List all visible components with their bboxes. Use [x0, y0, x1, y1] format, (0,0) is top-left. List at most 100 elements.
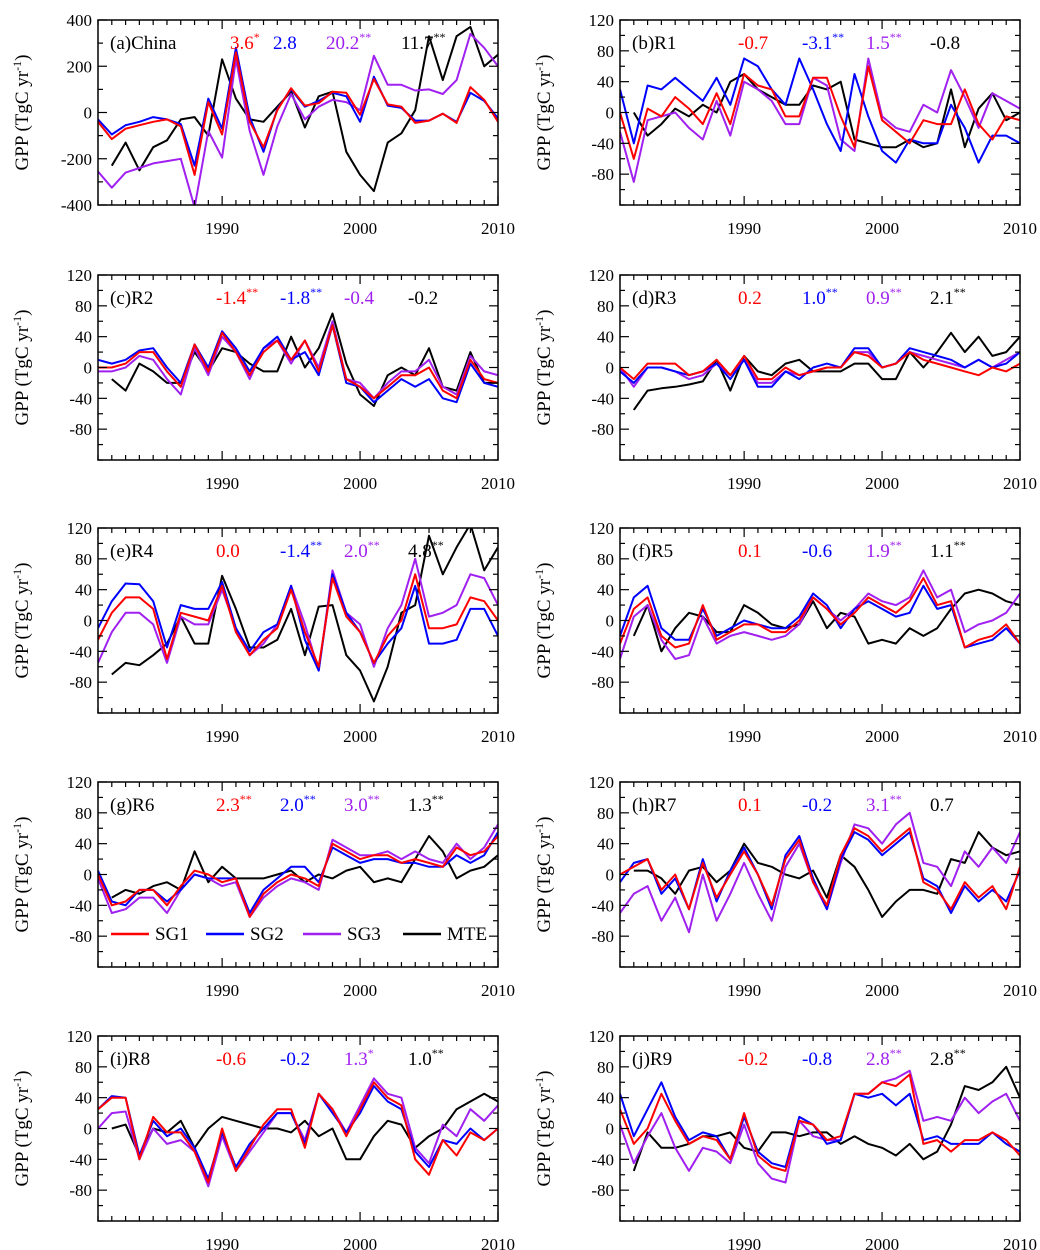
y-tick-label: 80 [75, 297, 92, 316]
trend-value: 20.2** [326, 30, 371, 54]
trend-value: -1.4** [216, 285, 258, 309]
panel-10: -80 -40 0 40 80 120 1990 2000 2010 GPP (TgC yr-1)… [532, 1027, 1037, 1250]
x-tick-label: 1990 [727, 219, 761, 238]
y-tick-label: 120 [589, 11, 615, 30]
series-line-sg1 [98, 324, 498, 400]
y-tick-label: -40 [591, 1150, 614, 1169]
trend-value: 0.1 [738, 541, 762, 562]
series-line-sg2 [620, 57, 1020, 164]
y-tick-label: 0 [84, 866, 93, 885]
y-tick-label: 40 [75, 1089, 92, 1108]
trend-value: -0.6 [802, 541, 832, 562]
series-line-sg3 [620, 811, 1020, 934]
trend-value: -0.6 [216, 1049, 246, 1070]
trend-value: 1.9** [866, 538, 902, 562]
y-tick-label: 120 [589, 519, 615, 538]
y-tick-label: -400 [61, 196, 92, 215]
panel-title: (c)R2 [110, 288, 153, 309]
x-tick-label: 2000 [865, 981, 899, 1000]
trend-value: 2.8** [930, 1046, 966, 1070]
x-tick-label: 1990 [205, 474, 239, 493]
trend-value: 0.2 [738, 288, 762, 309]
y-tick-label: 0 [606, 866, 615, 885]
trend-value: 3.6* [230, 30, 260, 54]
panel-2: -80 -40 0 40 80 120 1990 2000 2010 GPP (TgC yr-1)… [532, 11, 1037, 238]
x-tick-label: 1990 [205, 727, 239, 746]
panel-6: -80 -40 0 40 80 120 1990 2000 2010 GPP (TgC yr-1)… [532, 519, 1037, 746]
trend-value: 2.8 [273, 33, 297, 54]
y-tick-label: 0 [606, 104, 615, 123]
trend-value: 3.1** [866, 792, 902, 816]
y-tick-label: -40 [591, 642, 614, 661]
y-tick-label: -80 [591, 927, 614, 946]
series-line-mte [632, 1065, 1020, 1172]
y-tick-label: 40 [75, 581, 92, 600]
series-line-sg3 [620, 1069, 1020, 1184]
x-tick-label: 2000 [343, 219, 377, 238]
y-tick-label: 400 [67, 11, 93, 30]
y-tick-label: -80 [69, 420, 92, 439]
y-tick-label: 120 [67, 266, 93, 285]
series-line-sg1 [98, 835, 498, 918]
trend-value: 2.8** [866, 1046, 902, 1070]
x-tick-label: 2010 [481, 727, 515, 746]
y-axis-label: GPP (TgC yr-1) [532, 817, 555, 933]
series-line-sg3 [98, 823, 498, 918]
x-tick-label: 2010 [1003, 981, 1037, 1000]
panel-5: -80 -40 0 40 80 120 1990 2000 2010 GPP (TgC yr-1)… [10, 519, 515, 746]
trend-value: -0.2 [408, 288, 438, 309]
trend-value: 2.3** [216, 792, 252, 816]
y-tick-label: 120 [589, 266, 615, 285]
x-tick-label: 1990 [727, 727, 761, 746]
x-tick-label: 1990 [205, 981, 239, 1000]
trend-value: 1.0** [802, 285, 838, 309]
trend-value: 0.9** [866, 285, 902, 309]
y-tick-label: 80 [75, 550, 92, 569]
x-tick-label: 1990 [727, 1235, 761, 1250]
series-line-sg1 [620, 351, 1020, 381]
trend-value: 0.0 [216, 541, 240, 562]
y-axis-label: GPP (TgC yr-1) [532, 310, 555, 426]
series-line-sg3 [98, 1077, 498, 1188]
y-tick-label: 80 [75, 804, 92, 823]
series-line-sg1 [98, 51, 498, 176]
trend-value: 1.3** [408, 792, 444, 816]
trend-value: -1.4** [280, 538, 322, 562]
x-tick-label: 1990 [205, 1235, 239, 1250]
legend-label-sg3: SG3 [347, 924, 381, 945]
y-tick-label: 40 [597, 581, 614, 600]
series-line-sg2 [620, 1081, 1020, 1168]
trend-value: -1.8** [280, 285, 322, 309]
x-tick-label: 2010 [481, 1235, 515, 1250]
series-line-sg3 [98, 320, 498, 400]
panel-title: (e)R4 [110, 541, 154, 562]
y-tick-label: -80 [69, 927, 92, 946]
panel-title: (a)China [110, 33, 177, 54]
x-tick-label: 2010 [481, 219, 515, 238]
y-tick-label: -80 [591, 420, 614, 439]
series-line-mte [632, 331, 1020, 411]
y-tick-label: -200 [61, 150, 92, 169]
y-tick-label: 0 [84, 104, 93, 123]
trend-value: 2.0** [280, 792, 316, 816]
x-tick-label: 1990 [727, 474, 761, 493]
series-line-sg3 [98, 557, 498, 672]
legend-label-sg1: SG1 [155, 924, 189, 945]
y-tick-label: -40 [69, 1150, 92, 1169]
series-line-sg1 [620, 65, 1020, 160]
y-tick-label: -80 [591, 673, 614, 692]
panel-8: -80 -40 0 40 80 120 1990 2000 2010 GPP (TgC yr-1)… [532, 773, 1037, 1000]
y-tick-label: -40 [69, 896, 92, 915]
trend-value: 1.1** [930, 538, 966, 562]
trend-value: -0.8 [930, 33, 960, 54]
y-tick-label: 0 [606, 1120, 615, 1139]
legend-label-sg2: SG2 [250, 924, 284, 945]
y-tick-label: 40 [597, 73, 614, 92]
y-axis-label: GPP (TgC yr-1) [10, 55, 33, 171]
series-line-sg1 [98, 573, 498, 668]
series-line-sg2 [98, 324, 498, 404]
trend-value: -0.8 [802, 1049, 832, 1070]
panel-9: -80 -40 0 40 80 120 1990 2000 2010 GPP (TgC yr-1)… [10, 1027, 515, 1250]
y-tick-label: 40 [75, 835, 92, 854]
